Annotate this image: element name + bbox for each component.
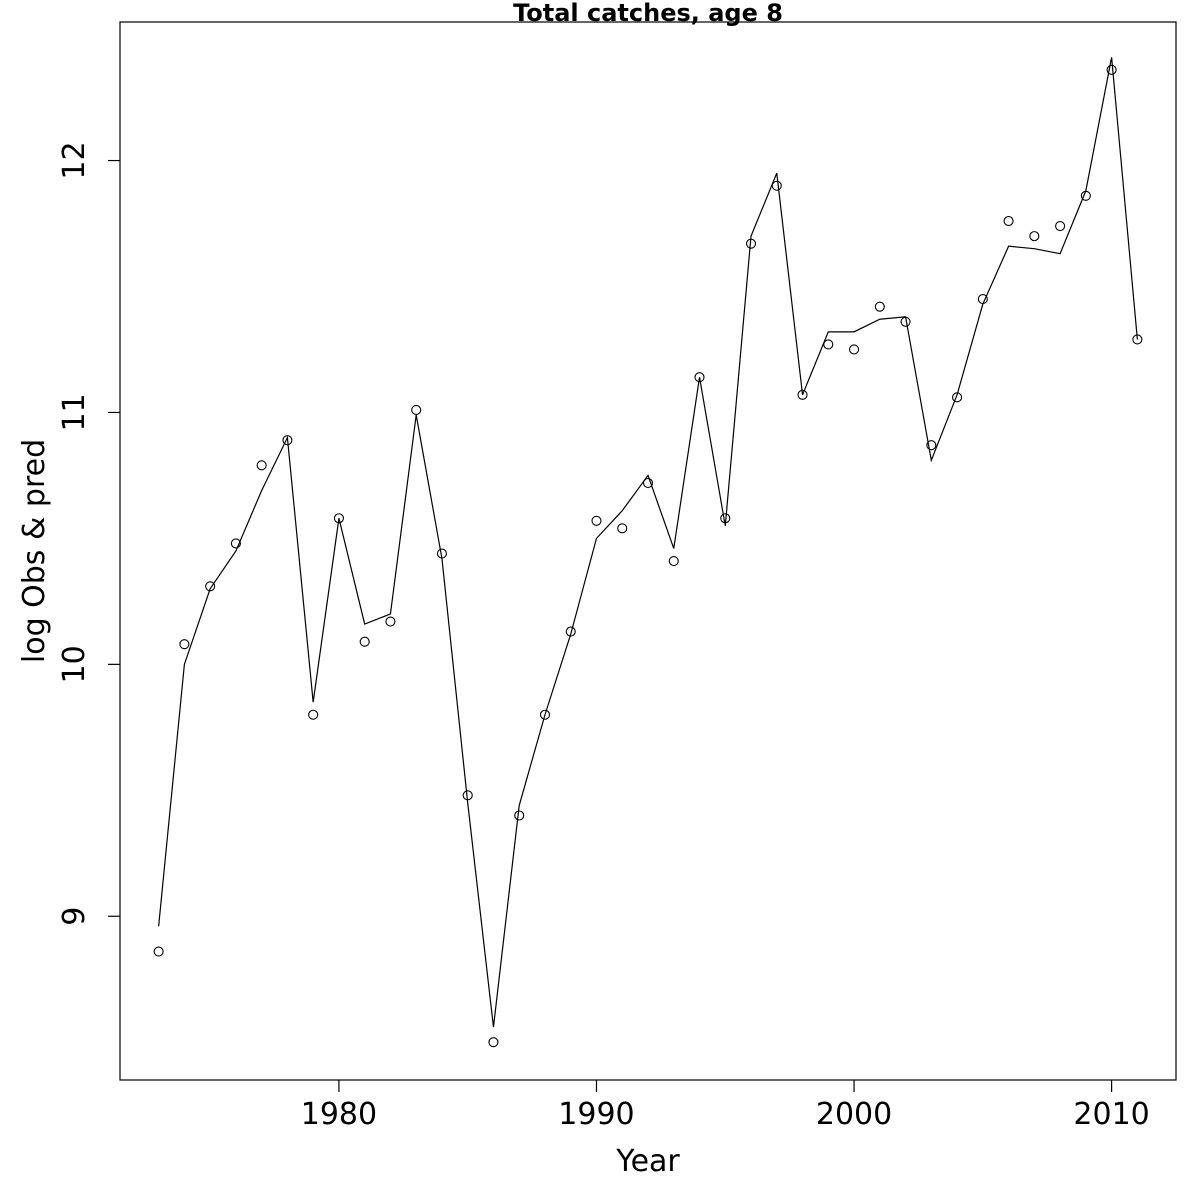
y-tick-label: 11 [57,393,92,431]
observed-point [1055,220,1066,232]
x-tick-label: 1980 [301,1097,377,1132]
observed-point [308,709,319,720]
y-tick-label: 10 [57,645,92,683]
observed-point [1080,190,1091,201]
observed-point [514,810,525,821]
observed-point [745,238,757,249]
observed-point [694,372,705,383]
observed-point [874,301,885,312]
observed-point [411,404,422,415]
observed-point [359,636,370,647]
observed-point [333,513,344,524]
observed-point [848,344,860,355]
observed-point [436,548,448,559]
x-axis-label: Year [615,1144,680,1179]
observed-point [565,626,576,637]
observed-point [591,515,602,526]
observed-point [977,294,988,305]
observed-point [926,440,937,451]
observed-point [617,523,628,534]
observed-point [1003,215,1014,227]
observed-point [179,639,190,650]
predicted-series-line [158,57,1138,1028]
predicted-line [158,57,1138,1028]
observed-point [797,389,808,400]
x-tick-label: 2010 [1073,1097,1149,1132]
observed-point [153,946,164,957]
observed-point [1106,64,1117,75]
observed-point [385,616,396,627]
plot-frame [119,21,1177,1081]
chart-title: Total catches, age 8 [513,0,783,27]
observed-point [256,460,267,471]
y-axis: 9 10 11 12 [57,141,120,926]
x-tick-label: 2000 [816,1097,892,1132]
x-axis: 1980 1990 2000 2010 [301,1080,1150,1132]
observed-point [900,316,911,327]
observed-point [1029,231,1040,242]
observed-point [230,538,241,549]
observed-point [823,339,834,350]
observed-point [771,180,782,191]
observed-point [539,709,551,720]
x-tick-label: 1990 [558,1097,634,1132]
observed-point [488,1037,499,1048]
observed-point [952,392,963,403]
observed-point [282,435,293,446]
observed-series-points [153,64,1143,1048]
observed-point [642,477,654,489]
y-axis-label: log Obs & pred [17,439,52,663]
observed-point [668,556,679,567]
observed-point [1132,334,1143,345]
y-tick-label: 12 [57,141,92,179]
observed-point [205,581,216,592]
observed-point [462,790,473,801]
y-tick-label: 9 [57,907,92,926]
observed-point [720,513,731,524]
